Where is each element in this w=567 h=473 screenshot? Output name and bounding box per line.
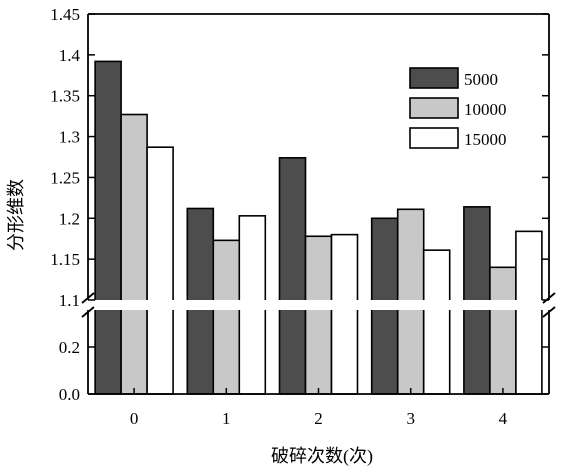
bar-10000-cat-4 [489, 266, 517, 395]
axis-break-gap [78, 300, 559, 310]
x-tick-label: 4 [499, 409, 508, 428]
ticks-layer: 0 1 2 3 4 1.1 1.15 1.2 1.25 1.3 1.35 1.4 1.45 0.0 0.2 [50, 5, 549, 428]
x-tick-label: 2 [314, 409, 323, 428]
bar-10000-cat-2 [304, 235, 333, 395]
legend: 5000 10000 15000 [409, 67, 507, 149]
y-tick-label: 1.45 [50, 5, 80, 24]
y-tick-label: 1.25 [50, 168, 80, 187]
bar-15000-cat-3 [422, 249, 451, 395]
bar-15000-cat-2 [330, 233, 359, 395]
right-axis-break-mark-top [542, 292, 556, 304]
legend-label-15000: 15000 [464, 130, 507, 149]
y-tick-label: 0.0 [59, 385, 80, 404]
bar-15000-cat-0 [146, 146, 174, 395]
legend-swatch-15000 [409, 127, 459, 149]
y-tick-label: 1.3 [59, 128, 80, 147]
bar-15000-cat-4 [515, 230, 543, 395]
y-axis-break-mark-bottom [81, 306, 95, 318]
x-tick-label: 1 [222, 409, 231, 428]
right-axis-break-mark-bottom [542, 306, 556, 318]
legend-label-10000: 10000 [464, 100, 507, 119]
y-axis-break-mark-top [81, 292, 95, 304]
legend-label-5000: 5000 [464, 70, 498, 89]
bar-10000-cat-1 [212, 239, 241, 395]
x-tick-label: 3 [406, 409, 415, 428]
bar-5000-cat-0 [94, 60, 122, 395]
y-tick-label: 1.35 [50, 87, 80, 106]
x-axis-title: 破碎次数(次) [271, 446, 373, 467]
legend-swatch-10000 [409, 97, 459, 119]
bar-10000-cat-0 [120, 113, 148, 395]
y-axis-title: 分形维数 [6, 179, 26, 251]
bar-5000-cat-2 [278, 157, 307, 395]
y-tick-label: 0.2 [59, 338, 80, 357]
y-tick-label: 1.1 [59, 291, 80, 310]
y-tick-label: 1.15 [50, 250, 80, 269]
y-tick-label: 1.4 [59, 46, 81, 65]
y-tick-label: 1.2 [59, 209, 80, 228]
x-tick-label: 0 [130, 409, 139, 428]
legend-swatch-5000 [409, 67, 459, 89]
